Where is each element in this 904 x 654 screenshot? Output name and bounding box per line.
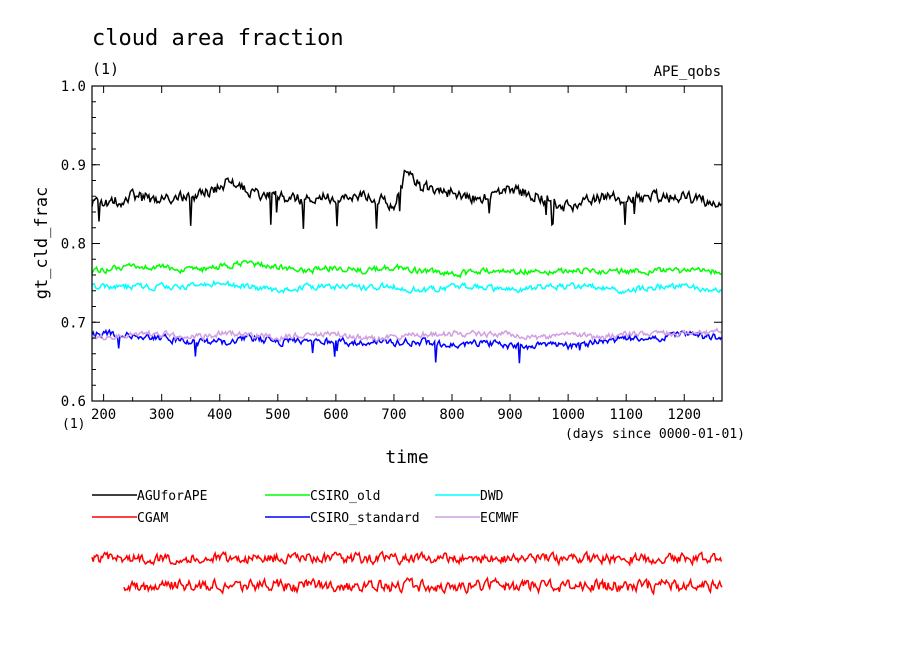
chart-title: cloud area fraction <box>92 26 344 51</box>
x-tick-label: 1100 <box>609 407 643 423</box>
legend-label: CGAM <box>137 511 168 526</box>
series-line-csiro_standard <box>91 328 723 364</box>
experiment-label: APE_qobs <box>654 64 721 80</box>
y-units-label: (1) <box>62 417 85 432</box>
series-line-dwd <box>91 279 722 295</box>
x-tick-label: 300 <box>149 407 174 423</box>
legend-label: CSIRO_standard <box>310 511 420 526</box>
x-units-label: (days since 0000-01-01) <box>565 427 745 442</box>
x-tick-label: 200 <box>91 407 116 423</box>
y-tick-label: 0.8 <box>61 237 86 253</box>
x-axis-ticks: 200 300 400 500 600 700 800 900 1000 1100 1200 <box>91 86 714 423</box>
chart-subtitle: (1) <box>92 60 119 78</box>
plot-frame <box>91 85 723 402</box>
x-tick-label: 700 <box>381 407 406 423</box>
legend-label: DWD <box>480 489 504 504</box>
x-axis-label: time <box>385 447 428 468</box>
series-layer <box>91 169 723 596</box>
series-line-csiro_old <box>91 259 722 279</box>
x-tick-label: 1200 <box>667 407 701 423</box>
y-axis-ticks: 0.6 0.7 0.8 0.9 1.0 <box>61 79 722 410</box>
y-tick-label: 0.6 <box>61 394 86 410</box>
legend-label: CSIRO_old <box>310 489 380 504</box>
x-tick-label: 1000 <box>551 407 585 423</box>
x-tick-label: 800 <box>439 407 464 423</box>
legend-label: ECMWF <box>480 511 519 526</box>
series-line-cgam-offscale <box>123 576 723 596</box>
series-line-ecmwf <box>91 327 722 343</box>
y-tick-label: 0.9 <box>61 158 86 174</box>
legend: AGUforAPE CGAM CSIRO_old CSIRO_standard DWD E… <box>92 489 519 526</box>
x-tick-label: 400 <box>207 407 232 423</box>
y-tick-label: 1.0 <box>61 79 86 95</box>
y-axis-label: gt_cld_frac <box>32 187 52 300</box>
x-tick-label: 900 <box>497 407 522 423</box>
x-tick-label: 500 <box>265 407 290 423</box>
series-line-aguforape <box>91 169 722 229</box>
x-tick-label: 600 <box>323 407 348 423</box>
series-line-cgam <box>91 550 723 567</box>
y-tick-label: 0.7 <box>61 315 86 331</box>
legend-label: AGUforAPE <box>137 489 207 504</box>
